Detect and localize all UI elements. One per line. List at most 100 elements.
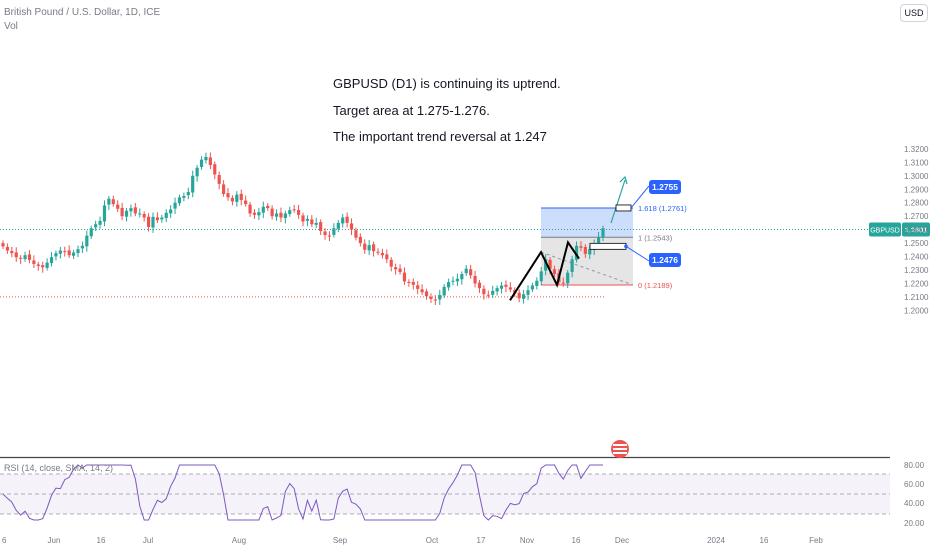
candle-body	[76, 249, 80, 254]
price-tick-label: 1.3200	[904, 145, 929, 154]
candle	[363, 239, 367, 254]
candle-body	[27, 254, 32, 260]
candle-body	[539, 271, 543, 282]
candle-body	[596, 237, 601, 243]
candle	[552, 265, 557, 277]
volume-label: Vol	[4, 21, 18, 32]
candle-body	[217, 174, 221, 184]
candle	[367, 239, 371, 256]
candle	[420, 284, 424, 295]
candle-body	[239, 193, 243, 201]
candle-body	[191, 175, 195, 193]
candle-body	[385, 254, 389, 260]
candle-body	[588, 249, 592, 255]
candle	[349, 218, 354, 236]
time-axis: 6 Jun 16 Jul Aug Sep Oct 17 Nov 16 Dec 2024 16 Feb	[2, 536, 823, 545]
candle	[561, 277, 565, 287]
candle	[292, 205, 296, 213]
zigzag-pattern	[509, 240, 580, 301]
candle-body	[94, 224, 98, 228]
time-tick-label: 2024	[707, 536, 725, 545]
candle-body	[182, 195, 186, 198]
candle	[521, 289, 526, 304]
candle	[173, 197, 177, 215]
price-tick-label: 1.2000	[904, 306, 929, 315]
currency-button[interactable]: USD	[900, 4, 928, 22]
candle	[442, 284, 446, 299]
candle	[407, 279, 411, 287]
candle-body	[486, 294, 490, 296]
candle-body	[173, 202, 177, 209]
candle-body	[473, 275, 477, 284]
candle	[85, 230, 89, 252]
candle-body	[358, 236, 362, 244]
candle	[160, 214, 164, 223]
candle-body	[380, 253, 385, 256]
candle-body	[266, 205, 270, 209]
candle	[354, 227, 358, 241]
candle	[385, 249, 389, 264]
price-tick-label: 1.2600	[904, 226, 929, 235]
flag-stripe	[613, 444, 627, 446]
candle	[601, 225, 605, 241]
candle-body	[517, 292, 521, 299]
time-tick-label: Jun	[48, 536, 61, 545]
rsi-tick-label: 80.00	[904, 461, 925, 470]
fib-target-zone	[541, 207, 633, 238]
candle	[274, 209, 279, 221]
candle	[314, 217, 318, 229]
candle-body	[499, 285, 504, 289]
candle-body	[420, 289, 424, 293]
annotation-line-2: Target area at 1.275-1.276.	[333, 103, 490, 118]
candle-body	[451, 280, 455, 282]
target-badge-bg	[649, 180, 681, 194]
candle-body	[345, 216, 349, 223]
candle-body	[120, 207, 124, 217]
candle	[244, 195, 248, 207]
candle-body	[579, 246, 583, 248]
target-arrow-head	[619, 175, 628, 185]
candle	[138, 208, 142, 218]
candle-body	[244, 200, 248, 205]
candle	[58, 246, 62, 259]
candle	[252, 209, 257, 219]
candle-body	[460, 274, 464, 280]
candle	[473, 270, 477, 288]
candle	[120, 202, 124, 221]
candle-body	[67, 250, 71, 256]
candle	[319, 219, 323, 236]
candle-body	[583, 246, 587, 254]
candle-body	[310, 219, 314, 225]
candle	[446, 278, 451, 291]
candle	[526, 285, 530, 301]
candle-body	[274, 213, 279, 217]
candle	[71, 249, 76, 260]
price-tick-label: 1.2800	[904, 199, 929, 208]
candle-body	[292, 209, 296, 211]
candle	[261, 201, 265, 219]
rsi-label: RSI (14, close, SMA, 14, 2)	[4, 463, 114, 473]
candle	[464, 265, 468, 276]
candle	[102, 200, 107, 227]
candle	[508, 282, 512, 293]
price-axis: 1.3200 1.3100 1.3000 1.2900 1.2800 1.2700 1.26…	[904, 145, 929, 316]
candles-layer	[1, 152, 605, 306]
candle-body	[5, 246, 10, 251]
candle-body	[146, 216, 151, 227]
candle-body	[548, 259, 552, 269]
candle	[402, 267, 407, 285]
candle-body	[164, 212, 168, 219]
candle-body	[482, 288, 486, 295]
candle-body	[535, 280, 539, 287]
price-tag-text: 1.2601	[905, 226, 928, 235]
candle	[142, 211, 146, 222]
candle	[248, 201, 252, 217]
horizontal-levels-layer	[0, 229, 890, 298]
candle	[89, 225, 93, 239]
reversal-dot	[624, 244, 628, 249]
candle-body	[424, 291, 429, 297]
candle-body	[129, 208, 133, 212]
candle	[310, 215, 314, 227]
candle	[1, 240, 5, 250]
